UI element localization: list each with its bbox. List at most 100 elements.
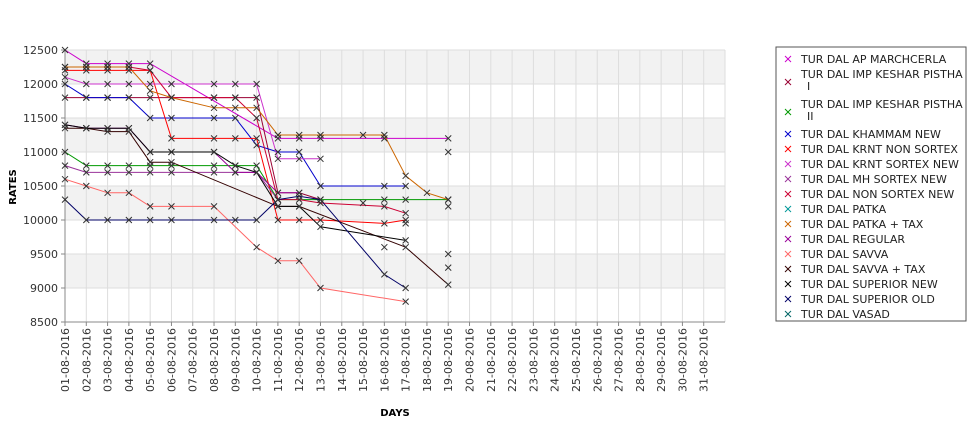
data-point (317, 223, 324, 231)
marker-stroke (231, 104, 239, 112)
data-point (168, 203, 175, 210)
legend-label: TUR DAL REGULAR (800, 233, 905, 246)
marker-stroke (423, 189, 431, 197)
data-point (104, 169, 111, 176)
y-tick-label: 10000 (23, 214, 58, 227)
legend-label: TUR DAL KHAMMAM NEW (800, 128, 941, 141)
marker-stroke (104, 124, 111, 132)
legend-marker (784, 220, 792, 228)
legend-item: TUR DAL KRNT NON SORTEX (784, 143, 958, 156)
marker-stroke (402, 172, 409, 180)
marker-stroke (82, 124, 90, 132)
data-point (381, 271, 388, 278)
y-tick-label: 12500 (23, 44, 58, 57)
marker-stroke (125, 189, 133, 197)
legend-item: TUR DAL SAVVA (784, 248, 889, 261)
legend-item: TUR DAL KRNT SORTEX NEW (784, 158, 959, 171)
x-tick-label: 29-08-2016 (655, 328, 668, 392)
data-point (402, 172, 409, 180)
marker-stroke (146, 87, 154, 95)
x-tick-label: 08-08-2016 (208, 328, 221, 392)
marker-stroke (402, 298, 409, 305)
marker-stroke (274, 257, 282, 265)
marker-stroke (61, 94, 69, 101)
marker-stroke (784, 78, 792, 86)
marker-stroke (210, 94, 218, 101)
legend-marker (784, 265, 792, 273)
data-point (231, 135, 239, 142)
data-point (146, 169, 154, 176)
legend-label: TUR DAL KRNT NON SORTEX (800, 143, 958, 156)
marker-stroke (104, 216, 111, 224)
marker-stroke (146, 148, 154, 156)
data-point (82, 80, 90, 88)
marker-stroke (784, 108, 792, 116)
marker-stroke (381, 243, 388, 251)
marker-stroke (82, 216, 90, 224)
marker-stroke (274, 216, 282, 224)
data-point (210, 114, 218, 122)
x-tick-label: 04-08-2016 (123, 328, 136, 392)
legend-marker (784, 130, 792, 138)
data-point (253, 114, 260, 122)
marker-stroke (784, 145, 792, 153)
marker-stroke (210, 104, 218, 112)
data-point (295, 192, 303, 200)
legend-marker (784, 280, 792, 288)
marker-stroke (784, 295, 792, 303)
data-point (146, 148, 154, 156)
data-point (253, 94, 260, 101)
legend-item: TUR DAL SUPERIOR OLD (784, 293, 935, 306)
marker-stroke (784, 130, 792, 138)
x-tick-label: 03-08-2016 (102, 328, 115, 392)
series-line (64, 49, 449, 139)
marker-stroke (317, 216, 324, 224)
x-tick-label: 14-08-2016 (336, 328, 349, 392)
series-line (64, 83, 406, 187)
marker-stroke (82, 63, 90, 71)
legend-label: TUR DAL PATKA (800, 203, 887, 216)
marker-stroke (784, 310, 792, 318)
data-point (146, 203, 154, 210)
marker-stroke (295, 131, 303, 139)
marker-stroke (274, 131, 282, 139)
data-point (253, 169, 260, 176)
data-point (61, 175, 69, 183)
plot-band (65, 288, 725, 322)
data-point (210, 135, 218, 142)
marker-stroke (253, 114, 260, 122)
legend: TUR DAL AP MARCHCERLA TUR DAL IMP KESHAR … (775, 46, 967, 322)
data-point (444, 203, 452, 210)
x-tick-label: 24-08-2016 (549, 328, 562, 392)
marker-stroke (168, 169, 175, 176)
y-tick-label: 8500 (30, 316, 58, 329)
data-point (231, 94, 239, 101)
marker-stroke (274, 189, 282, 197)
marker-stroke (146, 80, 154, 88)
data-point (61, 73, 69, 81)
data-point (295, 131, 303, 139)
data-point (146, 60, 154, 67)
legend-label: TUR DAL AP MARCHCERLA (800, 53, 947, 66)
marker-stroke (359, 199, 367, 207)
legend-marker (784, 190, 792, 198)
data-point (168, 158, 175, 166)
marker-stroke (402, 209, 409, 217)
x-tick-label: 31-08-2016 (698, 328, 711, 392)
marker-stroke (381, 131, 388, 139)
data-point (61, 121, 69, 129)
data-point (104, 63, 111, 71)
marker-stroke (210, 148, 218, 156)
marker-stroke (253, 94, 260, 101)
data-point (125, 216, 133, 224)
series-line (64, 76, 321, 160)
x-tick-label: 02-08-2016 (80, 328, 93, 392)
marker-stroke (61, 80, 69, 88)
marker-stroke (104, 169, 111, 176)
marker-stroke (317, 196, 324, 203)
y-axis-title: RATES (8, 169, 19, 205)
marker-stroke (125, 63, 133, 71)
marker-stroke (444, 281, 452, 288)
data-point (146, 80, 154, 88)
plot-band (65, 152, 725, 186)
